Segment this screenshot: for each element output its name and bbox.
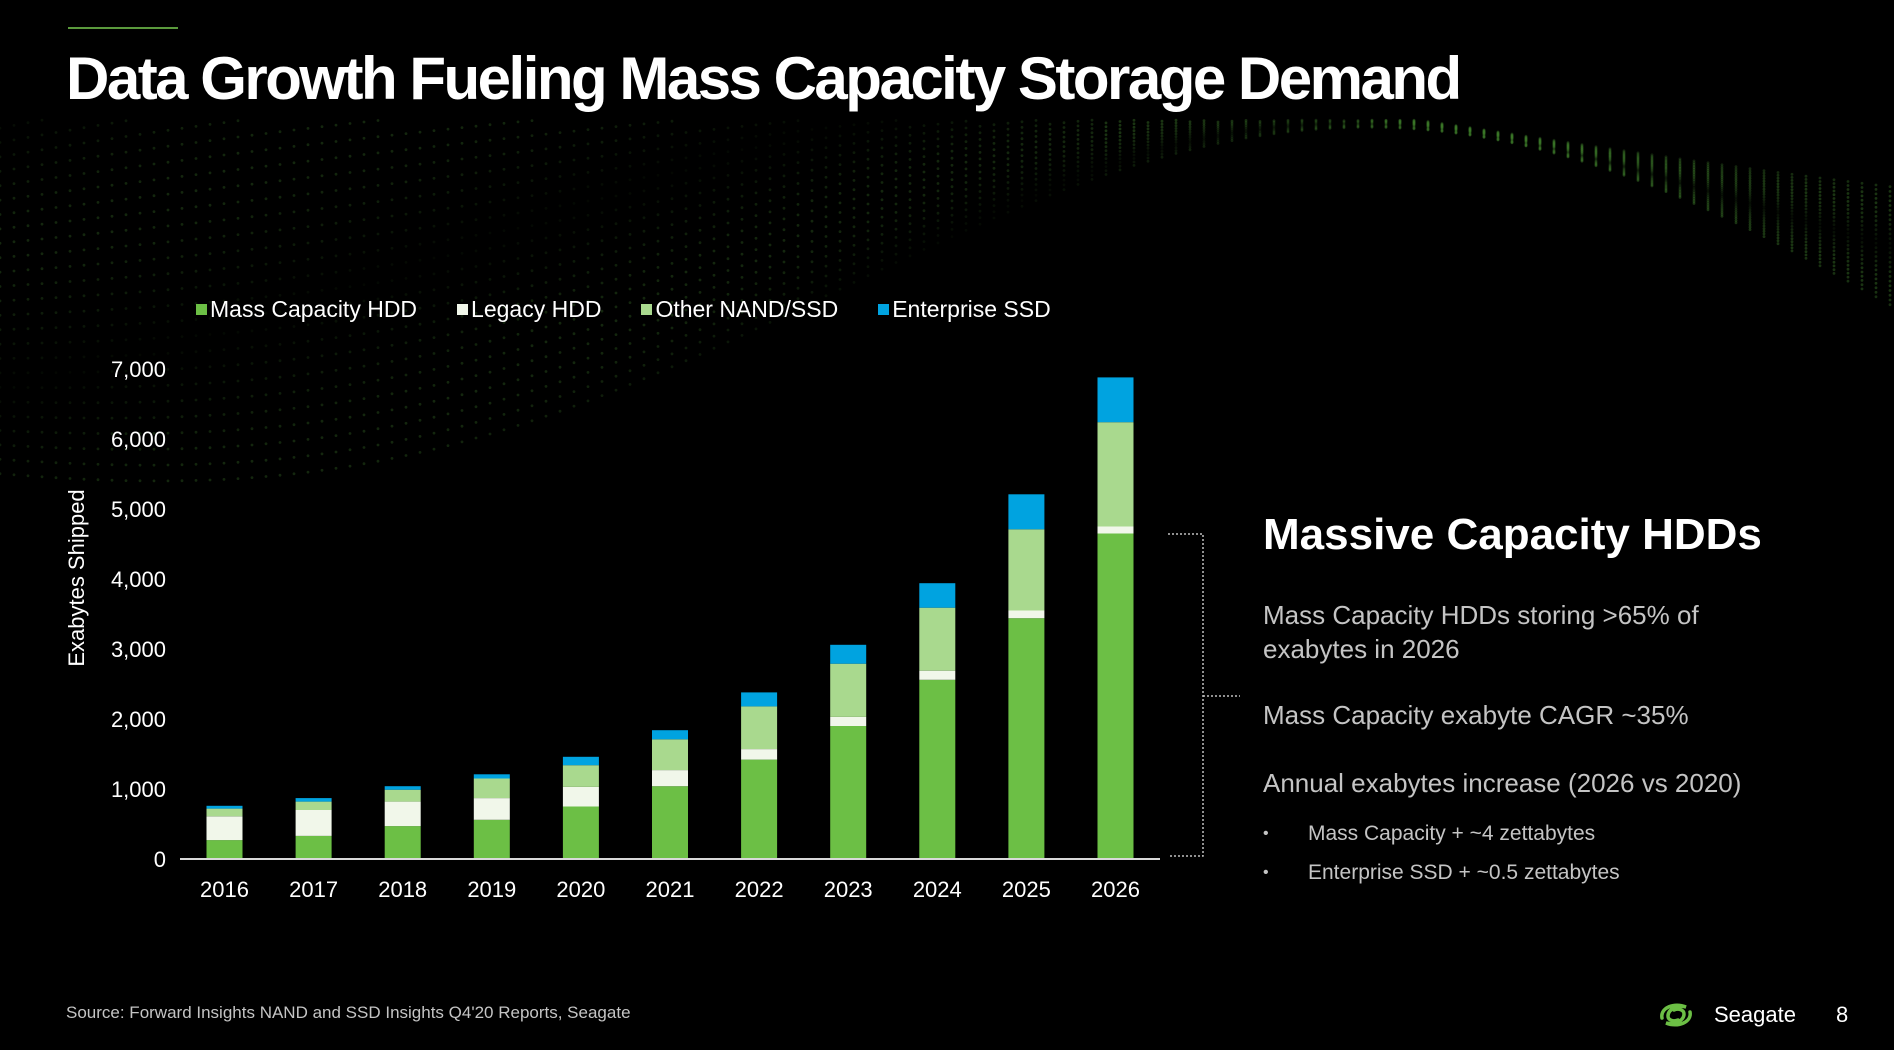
bar-segment: [741, 749, 778, 760]
bar-segment: [206, 840, 243, 859]
legend-swatch: [878, 304, 890, 315]
y-axis-ticks: 0 1,000 2,000 3,000 4,000 5,000 6,000 7,000: [111, 357, 166, 872]
bar-segment: [741, 706, 778, 750]
bar-segment: [652, 786, 688, 859]
wave-dots: [0, 118, 1892, 483]
bar-segment: [741, 759, 778, 859]
y-tick-label: 4,000: [111, 567, 166, 592]
x-tick-label: 2025: [1002, 877, 1051, 902]
y-tick-label: 7,000: [111, 357, 166, 382]
bar-segment: [473, 778, 510, 799]
y-tick-label: 0: [154, 847, 166, 872]
seagate-logo-icon: [1660, 1003, 1692, 1027]
brand-name: Seagate: [1714, 1002, 1796, 1027]
bar-segment: [295, 810, 332, 836]
x-tick-label: 2024: [913, 877, 962, 902]
y-tick-label: 2,000: [111, 707, 166, 732]
point-cagr: Mass Capacity exabyte CAGR ~35%: [1263, 700, 1689, 730]
bar-segment: [741, 692, 778, 707]
legend-label: Legacy HDD: [471, 296, 602, 322]
bar-segment: [1097, 377, 1134, 423]
bar-segment: [473, 774, 510, 779]
slide-title: Data Growth Fueling Mass Capacity Storag…: [66, 45, 1462, 112]
bar-segment: [1097, 526, 1134, 534]
bracket-connector: [1168, 533, 1240, 857]
bar-segment: [295, 801, 332, 810]
bar-segment: [830, 716, 867, 726]
increase-bullets: Mass Capacity + ~4 zettabytes Enterprise…: [1263, 814, 1620, 892]
bar-segment: [562, 786, 599, 807]
panel-heading: Massive Capacity HDDs: [1263, 510, 1762, 559]
bar-segment: [384, 826, 421, 859]
bar-segment: [384, 789, 421, 802]
bar-segment: [652, 730, 688, 740]
point-annual-increase: Annual exabytes increase (2026 vs 2020): [1263, 768, 1742, 798]
bar-segment: [562, 806, 599, 859]
page-number: 8: [1836, 1002, 1849, 1027]
bar-segment: [919, 583, 956, 608]
bar-segment: [295, 798, 332, 802]
x-tick-label: 2018: [378, 877, 427, 902]
y-tick-label: 6,000: [111, 427, 166, 452]
source-note: Source: Forward Insights NAND and SSD In…: [66, 1003, 631, 1022]
bar-segment: [652, 770, 688, 787]
bar-segment: [1097, 533, 1134, 859]
bar-segment: [384, 786, 421, 790]
legend-label: Mass Capacity HDD: [210, 296, 418, 322]
bar-segment: [1008, 494, 1045, 530]
y-axis-label: Exabytes Shipped: [64, 489, 89, 666]
y-tick-label: 3,000: [111, 637, 166, 662]
y-tick-label: 5,000: [111, 497, 166, 522]
bar-segment: [1097, 422, 1134, 527]
bar-segment: [1008, 529, 1045, 611]
bar-segment: [473, 819, 510, 859]
x-tick-label: 2017: [289, 877, 338, 902]
bar-segment: [1008, 618, 1045, 859]
x-tick-label: 2021: [646, 877, 695, 902]
x-tick-label: 2023: [824, 877, 873, 902]
legend-item: Mass Capacity HDD: [196, 296, 417, 323]
y-tick-label: 1,000: [111, 777, 166, 802]
bar-segment: [652, 739, 688, 771]
bar-segment: [206, 805, 243, 809]
bar-segment: [295, 835, 332, 859]
bullet-enterprise-ssd: Enterprise SSD + ~0.5 zettabytes: [1263, 853, 1620, 892]
bar-segment: [206, 808, 243, 817]
bar-segment: [919, 670, 956, 680]
legend-swatch: [457, 304, 469, 315]
x-tick-label: 2026: [1091, 877, 1140, 902]
bar-segment: [830, 644, 867, 664]
bullet-mass-capacity: Mass Capacity + ~4 zettabytes: [1263, 814, 1620, 853]
legend-swatch: [196, 304, 207, 315]
legend-item: Enterprise SSD: [878, 296, 1051, 323]
legend-swatch: [641, 304, 653, 315]
chart-legend: Mass Capacity HDD Legacy HDD Other NAND/SS…: [196, 296, 1091, 323]
bar-segment: [562, 765, 599, 787]
title-accent-line: [68, 27, 178, 29]
x-axis-ticks: 2016 2017 2018 2019 2020 2021 2022 2023 2024 2025…: [200, 877, 1140, 902]
x-tick-label: 2022: [735, 877, 784, 902]
x-tick-label: 2016: [200, 877, 249, 902]
bar-segment: [206, 816, 243, 841]
bar-segment: [562, 756, 599, 766]
bar-series: [206, 377, 1134, 859]
x-tick-label: 2020: [556, 877, 605, 902]
bar-segment: [919, 679, 956, 859]
bar-segment: [473, 798, 510, 820]
legend-label: Enterprise SSD: [892, 296, 1051, 322]
bar-segment: [830, 726, 867, 859]
x-tick-label: 2019: [467, 877, 516, 902]
bar-segment: [830, 663, 867, 717]
point-mass-capacity-share: Mass Capacity HDDs storing >65% of exaby…: [1263, 600, 1699, 664]
bar-segment: [384, 801, 421, 827]
bar-segment: [1008, 610, 1045, 619]
legend-item: Other NAND/SSD: [641, 296, 838, 323]
legend-item: Legacy HDD: [457, 296, 601, 323]
key-points-panel: Massive Capacity HDDs Mass Capacity HDDs…: [1263, 510, 1863, 892]
bar-segment: [919, 607, 956, 671]
legend-label: Other NAND/SSD: [655, 296, 839, 322]
